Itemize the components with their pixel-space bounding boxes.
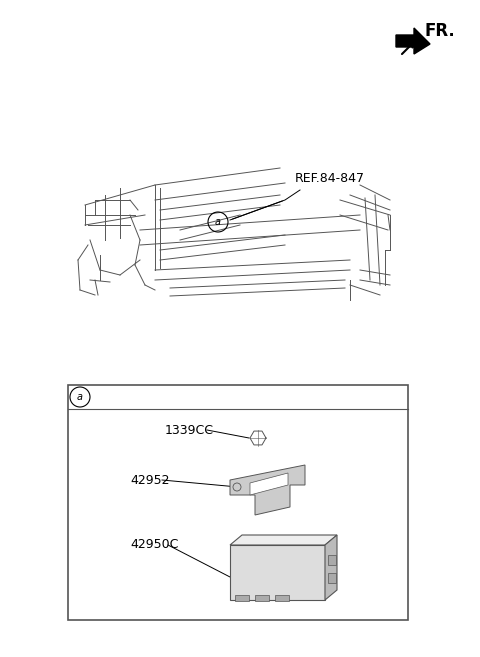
Text: 42952: 42952 xyxy=(130,474,169,486)
FancyBboxPatch shape xyxy=(328,555,336,565)
Polygon shape xyxy=(230,535,337,545)
Polygon shape xyxy=(230,465,305,515)
Text: a: a xyxy=(215,217,221,227)
FancyBboxPatch shape xyxy=(235,595,249,601)
Polygon shape xyxy=(250,473,288,495)
Text: REF.84-847: REF.84-847 xyxy=(295,172,365,185)
Polygon shape xyxy=(325,535,337,600)
FancyBboxPatch shape xyxy=(68,385,408,620)
FancyBboxPatch shape xyxy=(255,595,269,601)
Polygon shape xyxy=(396,28,430,54)
Text: 42950C: 42950C xyxy=(130,539,179,551)
FancyBboxPatch shape xyxy=(230,545,325,600)
FancyBboxPatch shape xyxy=(275,595,289,601)
Text: 1339CC: 1339CC xyxy=(165,424,214,436)
Text: FR.: FR. xyxy=(424,22,455,40)
FancyBboxPatch shape xyxy=(328,573,336,583)
Text: a: a xyxy=(77,392,83,402)
